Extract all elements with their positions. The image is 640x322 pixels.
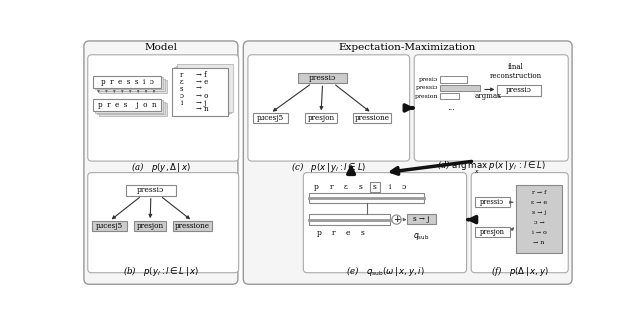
Text: p  r  e  s  s  i  ɔ: p r e s s i ɔ xyxy=(100,78,154,86)
Text: ɔ: ɔ xyxy=(402,183,406,191)
Text: r: r xyxy=(332,229,335,237)
Bar xyxy=(92,221,127,231)
Text: ɔ: ɔ xyxy=(180,92,184,99)
Text: pressiɔ: pressiɔ xyxy=(415,85,438,90)
Text: →: → xyxy=(196,85,202,93)
Text: → e: → e xyxy=(196,78,208,86)
FancyBboxPatch shape xyxy=(248,55,410,161)
Text: i: i xyxy=(388,183,391,191)
Text: pressione: pressione xyxy=(355,114,389,122)
Bar xyxy=(174,67,230,115)
Bar xyxy=(126,185,175,196)
Text: r → f: r → f xyxy=(532,190,546,195)
Text: pɹcesj5: pɹcesj5 xyxy=(96,222,123,230)
FancyBboxPatch shape xyxy=(303,173,467,273)
Text: s: s xyxy=(373,183,377,191)
Bar xyxy=(175,66,231,113)
FancyBboxPatch shape xyxy=(84,41,238,284)
FancyBboxPatch shape xyxy=(88,55,239,161)
Bar xyxy=(177,64,232,112)
Bar xyxy=(406,214,436,224)
Bar xyxy=(371,182,380,192)
Text: i → o: i → o xyxy=(532,230,547,235)
Text: r: r xyxy=(330,183,333,191)
Text: e: e xyxy=(346,229,350,237)
Bar xyxy=(97,102,164,114)
Text: pressiɔ: pressiɔ xyxy=(506,86,532,94)
Bar xyxy=(497,85,541,96)
Bar xyxy=(97,79,164,91)
Text: presiɔ: presiɔ xyxy=(419,77,438,81)
Text: p  r  e  s    j  o  n: p r e s j o n xyxy=(98,101,156,109)
Text: (a)   $p(y, \Delta\,|\,x)$: (a) $p(y, \Delta\,|\,x)$ xyxy=(131,160,191,174)
Text: presjon: presjon xyxy=(307,114,335,122)
Text: r: r xyxy=(180,71,184,79)
Text: pressione: pressione xyxy=(175,222,210,230)
Bar xyxy=(172,68,228,116)
Text: pressiɔ: pressiɔ xyxy=(480,198,504,206)
Text: s: s xyxy=(180,85,184,93)
FancyBboxPatch shape xyxy=(414,55,568,161)
Text: → n: → n xyxy=(196,106,208,113)
Circle shape xyxy=(392,215,401,224)
Text: → j: → j xyxy=(196,99,206,107)
Bar xyxy=(305,113,337,123)
Text: pressiɔ: pressiɔ xyxy=(137,186,164,194)
Text: ɛ: ɛ xyxy=(344,183,348,191)
Bar xyxy=(298,72,348,83)
Text: pɹcesj5: pɹcesj5 xyxy=(257,114,284,122)
Text: argmax: argmax xyxy=(474,92,501,99)
Bar xyxy=(475,197,509,207)
Text: s: s xyxy=(361,229,365,237)
Text: Expectation-Maximization: Expectation-Maximization xyxy=(339,43,476,52)
Text: presjon: presjon xyxy=(136,222,164,230)
FancyBboxPatch shape xyxy=(88,173,239,273)
Text: i: i xyxy=(180,99,183,107)
Bar xyxy=(475,227,509,237)
Text: s → j: s → j xyxy=(413,215,429,223)
Bar xyxy=(99,80,166,92)
Text: presjon: presjon xyxy=(479,228,504,236)
Bar xyxy=(93,99,161,111)
Bar xyxy=(95,100,163,113)
Bar xyxy=(99,103,166,116)
Bar xyxy=(440,85,481,91)
Text: → n: → n xyxy=(533,240,545,245)
Text: (e)   $q_{\mathrm{sub}}(\omega\,|\,x, y, i)$: (e) $q_{\mathrm{sub}}(\omega\,|\,x, y, i… xyxy=(346,264,424,278)
Text: (f)   $p(\Delta\,|\,x, y)$: (f) $p(\Delta\,|\,x, y)$ xyxy=(491,264,548,278)
FancyBboxPatch shape xyxy=(471,173,568,273)
Text: → o: → o xyxy=(196,92,208,99)
Text: (b)   $p(y_l : l \in L\,|\,x)$: (b) $p(y_l : l \in L\,|\,x)$ xyxy=(123,264,199,278)
Text: (c)   $p(x\,|\,y_l : l \in L)$: (c) $p(x\,|\,y_l : l \in L)$ xyxy=(291,160,367,174)
Text: → f: → f xyxy=(196,71,206,79)
FancyBboxPatch shape xyxy=(243,41,572,284)
Bar xyxy=(308,214,390,225)
Bar xyxy=(516,185,562,253)
Text: ɔ →: ɔ → xyxy=(534,220,545,225)
Text: pressiɔ: pressiɔ xyxy=(309,74,336,82)
Text: +: + xyxy=(393,215,400,224)
Bar xyxy=(353,113,391,123)
Text: $q_{\mathrm{sub}}$: $q_{\mathrm{sub}}$ xyxy=(413,231,429,242)
Text: p: p xyxy=(316,229,321,237)
Text: p: p xyxy=(314,183,319,191)
Text: final
reconstruction: final reconstruction xyxy=(490,62,542,80)
Bar xyxy=(308,193,424,204)
Bar xyxy=(253,113,288,123)
Text: (d) $\arg\max_x\; p(x\,|\,y_l : l \in L)$: (d) $\arg\max_x\; p(x\,|\,y_l : l \in L)… xyxy=(437,159,546,176)
Text: Model: Model xyxy=(145,43,177,52)
Text: presion: presion xyxy=(415,93,438,99)
Text: s: s xyxy=(358,183,362,191)
Text: ...: ... xyxy=(447,104,455,112)
Bar xyxy=(440,93,459,99)
Bar xyxy=(440,76,467,82)
Bar xyxy=(93,76,161,88)
Text: ɛ: ɛ xyxy=(180,78,184,86)
Bar xyxy=(95,77,163,90)
Text: ɛ → e: ɛ → e xyxy=(531,200,547,205)
Text: s → j: s → j xyxy=(532,210,546,215)
Bar xyxy=(134,221,166,231)
Bar xyxy=(173,221,212,231)
